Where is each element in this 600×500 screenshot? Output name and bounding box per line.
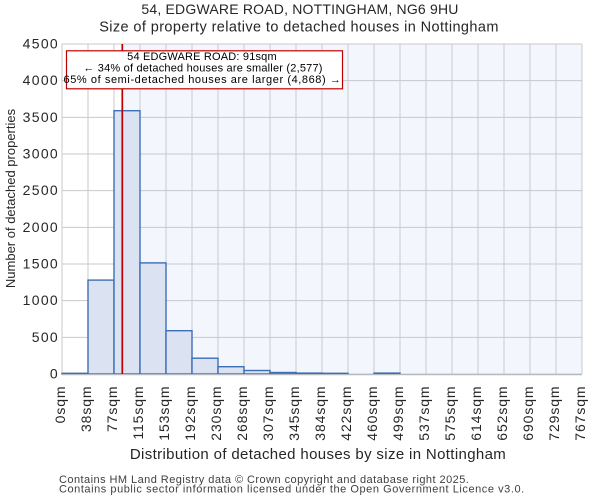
svg-text:3000: 3000 <box>23 146 59 162</box>
svg-text:0sqm: 0sqm <box>52 386 68 424</box>
svg-text:614sqm: 614sqm <box>468 386 484 441</box>
svg-text:54, EDGWARE ROAD, NOTTINGHAM,: 54, EDGWARE ROAD, NOTTINGHAM, NG6 9HU <box>141 1 458 17</box>
svg-text:1500: 1500 <box>23 256 59 272</box>
svg-text:← 34% of detached houses are s: ← 34% of detached houses are smaller (2,… <box>83 63 322 75</box>
svg-text:729sqm: 729sqm <box>546 386 562 441</box>
svg-text:575sqm: 575sqm <box>442 386 458 441</box>
svg-text:54 EDGWARE ROAD: 91sqm: 54 EDGWARE ROAD: 91sqm <box>127 51 277 63</box>
svg-text:268sqm: 268sqm <box>234 386 250 441</box>
svg-text:38sqm: 38sqm <box>78 386 94 433</box>
svg-text:Size of property relative to d: Size of property relative to detached ho… <box>99 20 499 36</box>
svg-text:4500: 4500 <box>23 36 59 52</box>
svg-text:Distribution of detached house: Distribution of detached houses by size … <box>130 446 506 463</box>
svg-text:230sqm: 230sqm <box>208 386 224 441</box>
svg-text:652sqm: 652sqm <box>494 386 510 441</box>
svg-text:115sqm: 115sqm <box>130 386 146 440</box>
svg-text:767sqm: 767sqm <box>572 386 588 441</box>
svg-text:Number of detached properties: Number of detached properties <box>3 108 18 288</box>
svg-text:Contains public sector informa: Contains public sector information licen… <box>59 484 525 496</box>
svg-text:0: 0 <box>50 366 59 382</box>
svg-text:537sqm: 537sqm <box>416 386 432 441</box>
svg-text:Contains HM Land Registry data: Contains HM Land Registry data © Crown c… <box>59 474 469 486</box>
svg-text:2500: 2500 <box>23 182 59 198</box>
svg-text:153sqm: 153sqm <box>156 386 172 441</box>
svg-text:65% of semi-detached houses ar: 65% of semi-detached houses are larger (… <box>64 74 342 86</box>
svg-text:77sqm: 77sqm <box>104 386 120 433</box>
svg-text:4000: 4000 <box>23 72 59 88</box>
svg-text:384sqm: 384sqm <box>312 386 328 441</box>
svg-text:3500: 3500 <box>23 109 59 125</box>
svg-text:2000: 2000 <box>23 219 59 235</box>
svg-text:422sqm: 422sqm <box>338 386 354 441</box>
svg-text:345sqm: 345sqm <box>286 386 302 441</box>
svg-text:192sqm: 192sqm <box>182 386 198 441</box>
svg-text:500: 500 <box>32 329 59 345</box>
svg-text:499sqm: 499sqm <box>390 386 406 441</box>
svg-text:307sqm: 307sqm <box>260 386 276 441</box>
svg-text:1000: 1000 <box>23 292 59 308</box>
svg-text:690sqm: 690sqm <box>520 386 536 441</box>
svg-text:460sqm: 460sqm <box>364 386 380 441</box>
